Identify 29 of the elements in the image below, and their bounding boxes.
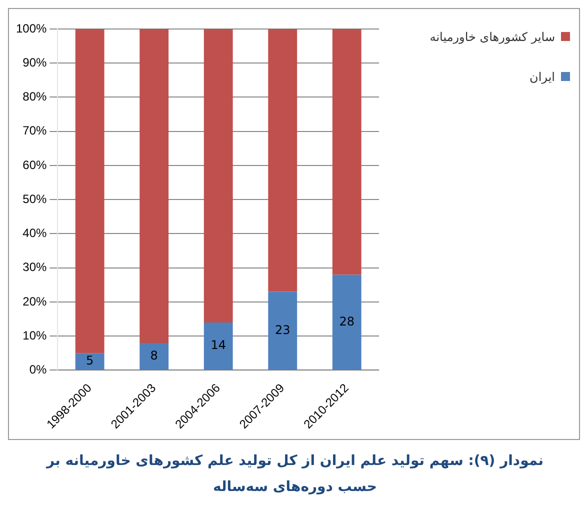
y-tick-label: 0% xyxy=(29,362,48,377)
y-tick-label: 10% xyxy=(22,328,48,342)
y-tick-label: 40% xyxy=(22,226,48,240)
y-tick-label: 50% xyxy=(22,192,48,206)
legend-label: سایر کشورهای خاورمیانه xyxy=(430,30,555,44)
data-label: 5 xyxy=(86,354,94,368)
bar xyxy=(204,322,233,370)
bar xyxy=(268,29,298,292)
bar xyxy=(75,29,104,354)
y-tick-label: 100% xyxy=(16,21,48,36)
bar xyxy=(332,29,362,275)
y-tick-label: 60% xyxy=(22,158,48,172)
y-tick-label: 90% xyxy=(22,55,48,70)
bar xyxy=(204,29,233,322)
bar xyxy=(268,292,298,370)
bar xyxy=(140,29,169,343)
bar xyxy=(140,342,169,370)
y-tick-label: 80% xyxy=(22,90,48,104)
data-label: 28 xyxy=(339,314,355,328)
data-label: 8 xyxy=(150,348,158,362)
bar xyxy=(75,353,104,370)
y-tick-label: 70% xyxy=(22,124,48,138)
data-label: 23 xyxy=(274,322,290,337)
y-tick-label: 20% xyxy=(22,294,48,308)
text: نمودار (۹): سهم تولید علم ایران از کل تولید علم کشورهای خاورمیانه بر حسب دوره‌های سه‌ساله xyxy=(44,452,545,497)
data-label: 14 xyxy=(210,338,226,352)
bar xyxy=(332,274,362,370)
legend-label: ایران xyxy=(530,70,555,84)
y-tick-label: 30% xyxy=(22,260,48,274)
